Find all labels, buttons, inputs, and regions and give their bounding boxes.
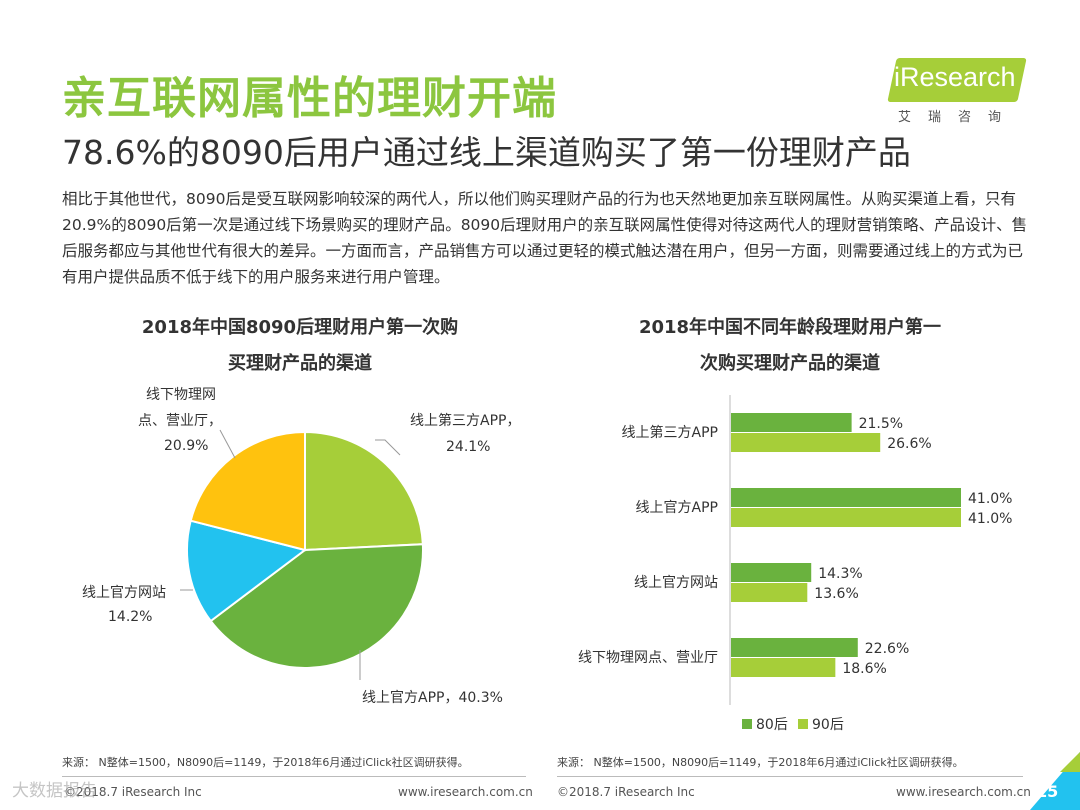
- footer-website-right[interactable]: www.iresearch.com.cn: [896, 785, 1031, 799]
- footer-website-left[interactable]: www.iresearch.com.cn: [398, 785, 533, 799]
- pie-label-offline-3: 20.9%: [164, 438, 208, 454]
- pie-label-official-site-1: 线上官方网站: [82, 585, 166, 601]
- legend-label-90: 90后: [812, 717, 844, 733]
- bar-offline-90: [731, 658, 836, 677]
- pie-label-official-app: 线上官方APP，40.3%: [362, 690, 503, 706]
- bar-title-line1: 2018年中国不同年龄段理财用户第一: [638, 317, 942, 338]
- pie-slice-third-party: [304, 430, 424, 552]
- bar-third-party-app-80: [731, 413, 852, 432]
- source-note-right: 来源： N整体=1500，N8090后=1149，于2018年6月通过iClic…: [557, 756, 964, 769]
- pie-chart-title: 2018年中国8090后理财用户第一次购 买理财产品的渠道: [90, 310, 510, 382]
- bar-value-offline-90: 18.6%: [842, 661, 886, 677]
- bar-category-official-app: 线上官方APP: [636, 500, 718, 516]
- logo-text: iResearch: [894, 62, 1016, 92]
- legend-label-80: 80后: [756, 717, 788, 733]
- pie-label-offline-1: 线下物理网: [146, 387, 216, 403]
- bar-value-third-party-app-80: 21.5%: [859, 416, 903, 432]
- bar-marks: 21.5% 26.6% 41.0% 41.0% 14.3% 13.6% 22.6% 18.6%: [731, 413, 1012, 677]
- bar-value-official-site-90: 13.6%: [814, 586, 858, 602]
- footer-divider-left: [62, 776, 526, 777]
- legend-swatch-80: [742, 719, 752, 729]
- iresearch-logo: iResearch 艾瑞咨询: [887, 58, 1032, 128]
- leader-line-third-party: [375, 439, 401, 456]
- bar-category-official-site: 线上官方网站: [634, 575, 718, 591]
- legend-swatch-90: [798, 719, 808, 729]
- bar-title-line2: 次购买理财产品的渠道: [700, 353, 880, 374]
- pie-label-third-party-2: 24.1%: [446, 439, 490, 455]
- bar-chart: 21.5% 26.6% 41.0% 41.0% 14.3% 13.6% 22.6% 18.6%…: [578, 395, 1012, 733]
- pie-slice-official-app: [209, 543, 424, 669]
- pie-label-offline-2: 点、营业厅，: [138, 413, 222, 429]
- watermark-text: 大数据报告: [12, 781, 97, 801]
- bar-value-third-party-app-90: 26.6%: [887, 436, 931, 452]
- footer-divider-right: [557, 776, 1023, 777]
- pie-label-official-site-2: 14.2%: [108, 609, 152, 625]
- pie-slices: [186, 430, 424, 669]
- pie-slice-official-site: [186, 519, 308, 623]
- bar-legend: 80后 90后: [742, 717, 844, 733]
- page-corner-shape: [1030, 752, 1080, 810]
- pie-title-line2: 买理财产品的渠道: [228, 353, 372, 374]
- bar-value-offline-80: 22.6%: [865, 641, 909, 657]
- bar-third-party-app-90: [731, 433, 881, 452]
- leader-line-offline: [219, 429, 236, 459]
- bar-category-offline: 线下物理网点、营业厅: [578, 650, 718, 666]
- bar-value-official-site-80: 14.3%: [818, 566, 862, 582]
- bar-category-third-party-app: 线上第三方APP: [622, 424, 718, 441]
- pie-slice-offline: [189, 430, 306, 552]
- footer-company-right: ©2018.7 iResearch Inc: [557, 785, 695, 799]
- pie-leader-lines: [180, 429, 401, 680]
- bar-value-official-app-90: 41.0%: [968, 511, 1012, 527]
- bar-official-site-80: [731, 563, 812, 582]
- bar-official-app-90: [731, 508, 961, 527]
- page-subtitle: 78.6%的8090后用户通过线上渠道购买了第一份理财产品: [62, 133, 911, 172]
- page-title: 亲互联网属性的理财开端: [62, 73, 557, 124]
- bar-official-site-90: [731, 583, 808, 602]
- footer-company-left: ©2018.7 iResearch Inc: [64, 785, 202, 799]
- bar-official-app-80: [731, 488, 961, 507]
- pie-chart: 线上第三方APP， 24.1% 线上官方APP，40.3% 线上官方网站 14.…: [82, 387, 520, 706]
- page-number: 15: [1036, 782, 1059, 801]
- source-note-left: 来源： N整体=1500，N8090后=1149，于2018年6月通过iClic…: [62, 756, 469, 769]
- pie-title-line1: 2018年中国8090后理财用户第一次购: [141, 317, 459, 338]
- bar-offline-80: [731, 638, 858, 657]
- logo-cn-text: 艾瑞咨询: [898, 110, 1019, 125]
- bar-value-official-app-80: 41.0%: [968, 491, 1012, 507]
- bar-chart-title: 2018年中国不同年龄段理财用户第一 次购买理财产品的渠道: [560, 310, 1020, 382]
- corner-green: [1060, 752, 1080, 772]
- intro-paragraph: 相比于其他世代，8090后是受互联网影响较深的两代人，所以他们购买理财产品的行为…: [62, 190, 1028, 286]
- pie-label-third-party-1: 线上第三方APP，: [410, 412, 520, 429]
